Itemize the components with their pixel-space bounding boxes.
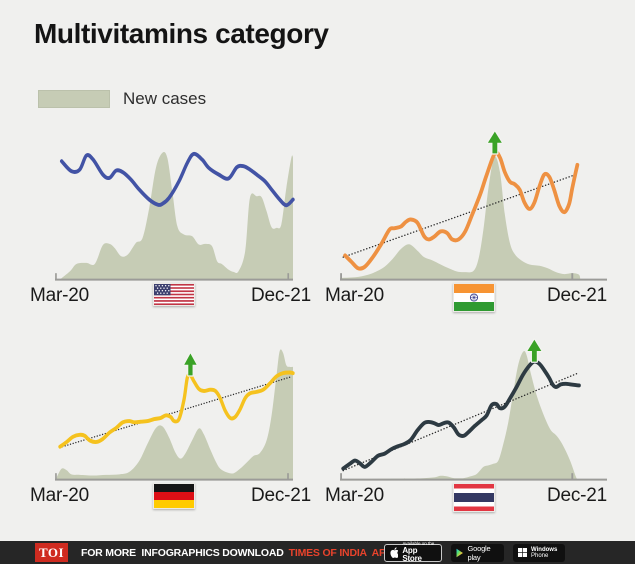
footer-text: FOR MORE INFOGRAPHICS DOWNLOAD TIMES OF I… <box>81 547 393 559</box>
us-line-area-plot <box>55 151 295 281</box>
x-axis-start-label: Mar-20 <box>30 285 89 306</box>
windows-icon <box>518 548 527 557</box>
footer-bar: TOI FOR MORE INFOGRAPHICS DOWNLOAD TIMES … <box>0 541 635 564</box>
google-play-icon <box>456 548 463 557</box>
google-play-badge[interactable]: Google play <box>451 543 504 562</box>
x-axis-end-label: Dec-21 <box>546 485 607 506</box>
windows-badge-label-bottom: Phone <box>531 552 549 559</box>
thailand-axis-row: Mar-20 Dec-21 <box>325 481 607 519</box>
india-axis-row: Mar-20 Dec-21 <box>325 281 607 319</box>
apple-icon <box>390 547 399 558</box>
app-store-badge-label: App Store <box>402 545 422 563</box>
thailand-line-area-plot <box>340 338 607 481</box>
google-play-badge-label: Google play <box>467 543 491 562</box>
charts-grid: Mar-20 Dec-21 Mar-20 Dec-21 Mar-20 Dec-2… <box>0 130 635 540</box>
windows-phone-badge[interactable]: Windows Phone <box>513 543 565 562</box>
us-axis-row: Mar-20 Dec-21 <box>30 281 311 319</box>
x-axis-start-label: Mar-20 <box>325 485 384 506</box>
india-flag-icon <box>452 283 495 312</box>
legend-label: New cases <box>123 89 207 108</box>
germany-axis-row: Mar-20 Dec-21 <box>30 481 311 519</box>
legend: New cases <box>38 89 206 109</box>
page-title: Multivitamins category <box>34 18 329 49</box>
x-axis-end-label: Dec-21 <box>250 485 311 506</box>
footer-text-white: FOR MORE INFOGRAPHICS DOWNLOAD <box>81 546 284 559</box>
chart-india: Mar-20 Dec-21 <box>325 130 607 319</box>
app-store-badge[interactable]: Available on the App Store <box>384 541 442 563</box>
thailand-flag-icon <box>452 483 495 512</box>
new-cases-legend-swatch <box>38 90 110 108</box>
store-badges: Available on the App Store Google play W… <box>384 541 565 563</box>
us-flag-icon <box>153 283 195 306</box>
footer-text-red: TIMES OF INDIA APP <box>288 546 393 559</box>
germany-flag-icon <box>153 483 195 509</box>
windows-badge-label-top: Windows <box>531 546 558 553</box>
india-line-area-plot <box>340 130 607 281</box>
x-axis-end-label: Dec-21 <box>250 285 311 306</box>
app-store-badge-tagline: Available on the <box>402 541 435 547</box>
chart-united-states: Mar-20 Dec-21 <box>30 140 311 319</box>
germany-line-area-plot <box>55 349 295 481</box>
chart-germany: Mar-20 Dec-21 <box>30 340 311 519</box>
toi-logo: TOI <box>35 543 68 562</box>
chart-thailand: Mar-20 Dec-21 <box>325 338 607 519</box>
x-axis-end-label: Dec-21 <box>546 285 607 306</box>
x-axis-start-label: Mar-20 <box>325 285 384 306</box>
x-axis-start-label: Mar-20 <box>30 485 89 506</box>
